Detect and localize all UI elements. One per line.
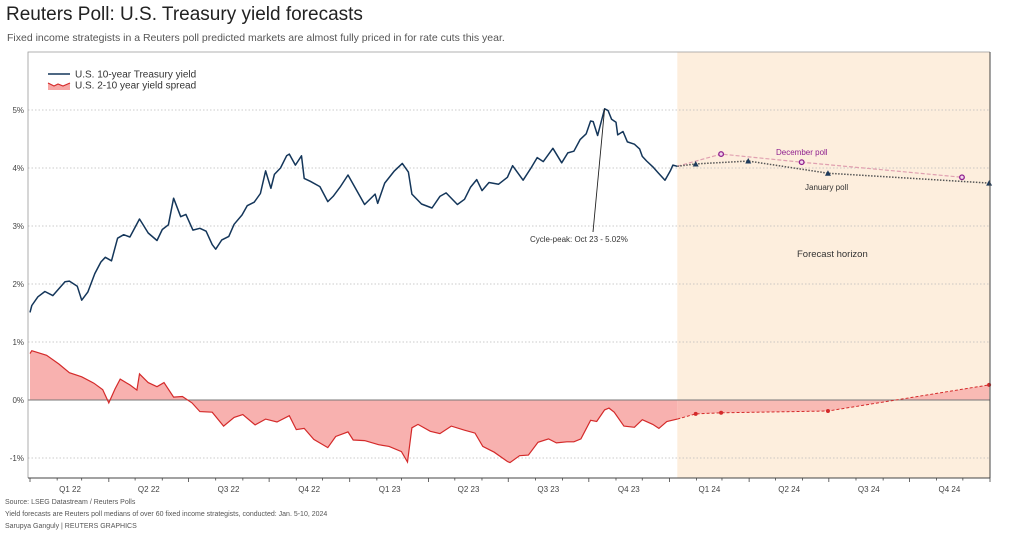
spread-forecast-point (825, 409, 830, 414)
x-tick-label: Q2 23 (458, 485, 480, 494)
legend-spread-swatch (48, 83, 70, 90)
legend-yield-label: U.S. 10-year Treasury yield (75, 70, 196, 81)
december-poll-line (677, 153, 963, 178)
chart-subtitle: Fixed income strategists in a Reuters po… (7, 32, 505, 44)
december-poll-point (718, 151, 725, 158)
december-poll-point (959, 174, 965, 181)
spread-forecast-point (693, 411, 698, 416)
legend-spread-label: U.S. 2-10 year yield spread (75, 81, 196, 92)
january-poll-point (824, 170, 831, 176)
forecast-region (677, 52, 990, 478)
x-tick-label: Q4 24 (939, 485, 961, 494)
spread-area (30, 350, 678, 463)
legend: U.S. 10-year Treasury yield U.S. 2-10 ye… (47, 70, 196, 92)
december-poll-point (798, 159, 805, 166)
december-poll-label: December poll (776, 148, 828, 157)
y-tick-label: 4% (12, 164, 24, 173)
forecast-horizon-label: Forecast horizon (797, 249, 868, 260)
x-tick-label: Q1 23 (379, 485, 401, 494)
x-tick-label: Q2 24 (778, 485, 800, 494)
x-tick-label: Q4 23 (618, 485, 640, 494)
plot-frame (27, 51, 990, 478)
source-note: Source: LSEG Datastream / Reuters Polls (5, 499, 136, 506)
x-tick-label: Q2 22 (138, 485, 160, 494)
spread-line (29, 349, 678, 464)
x-tick-label: Q1 22 (59, 485, 81, 494)
spread-forecast-line (677, 384, 990, 420)
y-tick-label: 2% (12, 280, 24, 289)
x-tick-label: Q3 24 (858, 485, 880, 494)
x-tick-label: Q4 22 (298, 485, 320, 494)
y-tick-label: 0% (12, 396, 24, 405)
annotations: Cycle-peak: Oct 23 - 5.02% Forecast hori… (530, 108, 868, 260)
january-poll-point (692, 160, 699, 167)
y-tick-label: 1% (12, 338, 24, 347)
january-poll-label: January poll (805, 183, 848, 192)
january-poll-line (677, 160, 990, 184)
x-tick-label: Q1 24 (699, 485, 721, 494)
credit: Sarupya Ganguly | REUTERS GRAPHICS (5, 523, 137, 530)
spread-forecast-area (677, 384, 990, 420)
spread-forecast-point (719, 410, 724, 415)
x-tick-label: Q3 22 (218, 485, 240, 494)
peak-annotation-line (592, 108, 606, 233)
y-tick-label: 3% (12, 222, 24, 231)
methodology-note: Yield forecasts are Reuters poll medians… (5, 511, 328, 518)
january-poll-point (745, 158, 752, 164)
chart-title: Reuters Poll: U.S. Treasury yield foreca… (6, 4, 363, 25)
y-tick-label: -1% (10, 454, 24, 463)
yield-line (29, 108, 678, 313)
x-tick-label: Q3 23 (537, 485, 559, 494)
peak-annotation: Cycle-peak: Oct 23 - 5.02% (530, 235, 628, 244)
y-tick-label: 5% (12, 106, 24, 115)
january-poll-point (986, 180, 993, 186)
spread-forecast-point (987, 382, 992, 387)
